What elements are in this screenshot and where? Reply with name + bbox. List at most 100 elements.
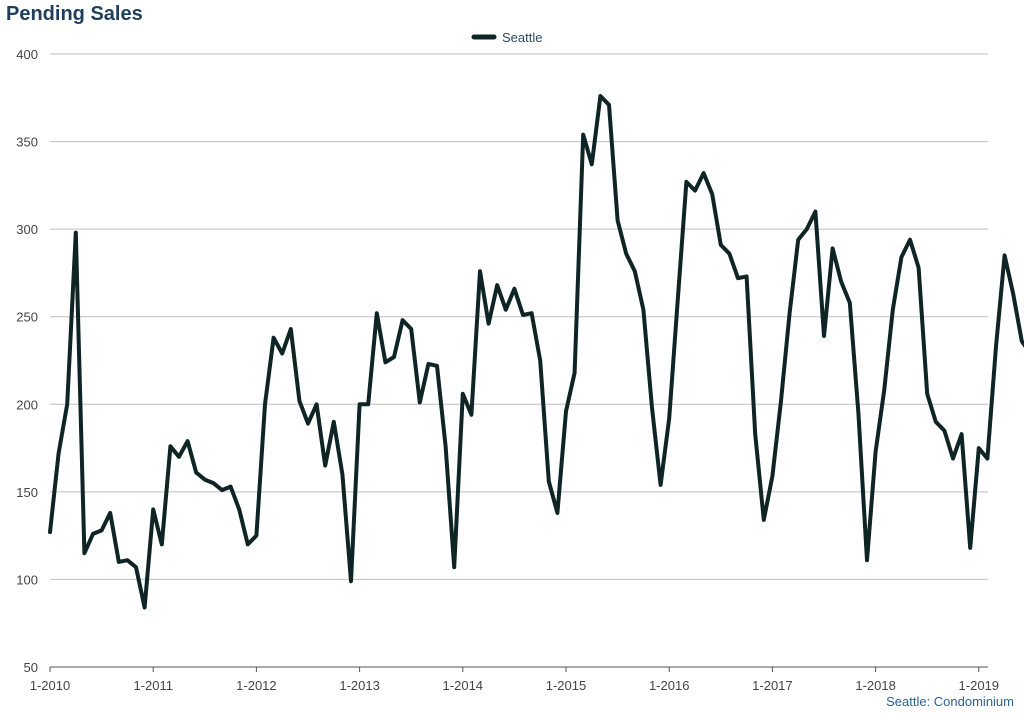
y-tick-label: 200 (16, 397, 38, 412)
data-point (908, 238, 912, 242)
data-point (1020, 339, 1024, 343)
data-point (770, 474, 774, 478)
data-point (951, 457, 955, 461)
y-tick-label: 400 (16, 47, 38, 62)
gridlines (50, 53, 988, 668)
data-point (555, 511, 559, 515)
data-point (151, 507, 155, 511)
data-point (710, 192, 714, 196)
data-point (598, 94, 602, 98)
data-point (684, 180, 688, 184)
data-point (736, 276, 740, 280)
data-point (925, 392, 929, 396)
y-tick-label: 50 (24, 660, 38, 675)
data-point (917, 266, 921, 270)
legend-label-seattle: Seattle (502, 30, 542, 45)
x-axis-ticks: 1-2010 1-2011 1-2012 1-2013 1-2014 1-2015 1-20… (30, 667, 999, 693)
data-point (444, 444, 448, 448)
footer-note: Seattle: Condominium (886, 694, 1014, 709)
data-point (839, 280, 843, 284)
data-point (719, 243, 723, 247)
data-point (934, 420, 938, 424)
data-point (796, 238, 800, 242)
data-point (349, 579, 353, 583)
data-point (891, 308, 895, 312)
data-point (641, 308, 645, 312)
data-point (263, 402, 267, 406)
x-tick-label: 1-2011 (133, 678, 173, 693)
data-point (607, 103, 611, 107)
data-point (418, 401, 422, 405)
data-point (848, 301, 852, 305)
data-point (375, 311, 379, 315)
data-point (409, 327, 413, 331)
data-point (702, 171, 706, 175)
data-point (745, 274, 749, 278)
data-point (65, 402, 69, 406)
data-point (762, 518, 766, 522)
data-point (942, 429, 946, 433)
data-point (573, 371, 577, 375)
data-point (985, 457, 989, 461)
data-point (220, 488, 224, 492)
data-point (899, 255, 903, 259)
x-tick-label: 1-2019 (959, 678, 999, 693)
data-point (280, 351, 284, 355)
data-point (100, 528, 104, 532)
data-point (616, 218, 620, 222)
x-tick-label: 1-2015 (546, 678, 586, 693)
data-point (478, 269, 482, 273)
data-point (1003, 253, 1007, 257)
data-point (272, 336, 276, 340)
data-point (315, 402, 319, 406)
data-point (168, 444, 172, 448)
data-point (143, 605, 147, 609)
y-tick-label: 350 (16, 135, 38, 150)
chart-title: Pending Sales (6, 3, 143, 25)
data-point (246, 542, 250, 546)
data-point (177, 455, 181, 459)
data-point (960, 432, 964, 436)
data-point (633, 269, 637, 273)
data-point (383, 360, 387, 364)
data-point (1011, 292, 1015, 296)
data-point (805, 227, 809, 231)
data-point (495, 283, 499, 287)
data-point (487, 322, 491, 326)
data-point (624, 252, 628, 256)
data-point (57, 451, 61, 455)
data-point (203, 478, 207, 482)
legend: Seattle (471, 30, 542, 45)
data-point (91, 532, 95, 536)
data-point (865, 558, 869, 562)
data-point (82, 551, 86, 555)
data-point (452, 565, 456, 569)
data-point (125, 558, 129, 562)
data-point (229, 485, 233, 489)
x-tick-label: 1-2014 (443, 678, 483, 693)
data-point (882, 388, 886, 392)
data-point (194, 471, 198, 475)
data-point (392, 355, 396, 359)
data-point (117, 560, 121, 564)
data-point (48, 530, 52, 534)
data-point (211, 481, 215, 485)
data-point (564, 409, 568, 413)
data-point (289, 327, 293, 331)
data-point (727, 252, 731, 256)
data-point (426, 362, 430, 366)
data-point (581, 133, 585, 137)
data-point (667, 416, 671, 420)
series-line-seattle (48, 94, 1024, 610)
y-axis-ticks: 50 100 150 200 250 300 350 400 (16, 47, 38, 675)
data-point (108, 511, 112, 515)
data-point (469, 413, 473, 417)
data-point (134, 565, 138, 569)
data-point (521, 313, 525, 317)
data-point (306, 422, 310, 426)
data-point (461, 392, 465, 396)
data-point (977, 446, 981, 450)
x-tick-label: 1-2018 (855, 678, 895, 693)
data-point (332, 420, 336, 424)
